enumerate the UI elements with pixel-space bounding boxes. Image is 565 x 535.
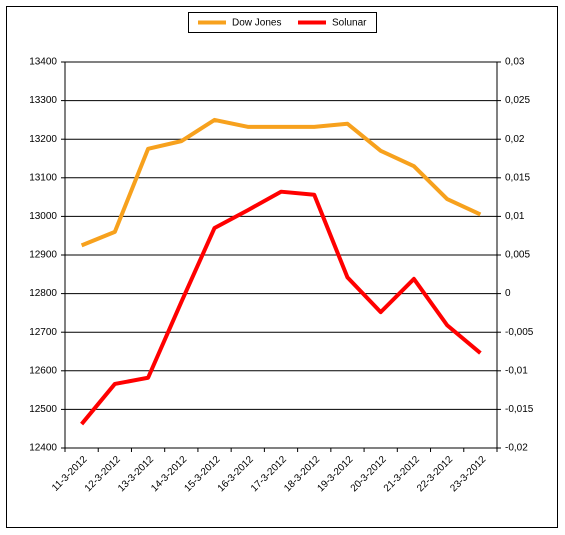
series-line bbox=[80, 189, 482, 426]
y-tick-label: 12700 bbox=[29, 327, 57, 338]
y2-tick-label: -0,015 bbox=[505, 404, 534, 415]
legend-label: Dow Jones bbox=[232, 18, 281, 29]
legend-box bbox=[188, 12, 377, 33]
y2-tick-label: -0,01 bbox=[505, 365, 528, 376]
y2-tick-label: 0,015 bbox=[505, 172, 530, 183]
y2-tick-label: 0,02 bbox=[505, 134, 525, 145]
y-tick-label: 12400 bbox=[29, 443, 57, 454]
y2-tick-label: 0,005 bbox=[505, 250, 530, 261]
y-tick-label: 12800 bbox=[29, 288, 57, 299]
y-tick-label: 13400 bbox=[29, 57, 57, 68]
y2-tick-label: -0,005 bbox=[505, 327, 534, 338]
y2-tick-label: 0,025 bbox=[505, 95, 530, 106]
chart-border bbox=[6, 6, 558, 528]
y2-tick-label: -0,02 bbox=[505, 443, 528, 454]
y2-tick-label: 0,01 bbox=[505, 211, 525, 222]
series-line bbox=[80, 117, 482, 248]
y-tick-label: 12900 bbox=[29, 250, 57, 261]
y-tick-label: 13000 bbox=[29, 211, 57, 222]
y-tick-label: 13300 bbox=[29, 95, 57, 106]
y-tick-label: 13100 bbox=[29, 172, 57, 183]
y2-tick-label: 0,03 bbox=[505, 57, 525, 68]
y-tick-label: 12600 bbox=[29, 365, 57, 376]
y2-tick-label: 0 bbox=[505, 288, 511, 299]
y-tick-label: 13200 bbox=[29, 134, 57, 145]
legend-label: Solunar bbox=[332, 18, 367, 29]
y-tick-label: 12500 bbox=[29, 404, 57, 415]
